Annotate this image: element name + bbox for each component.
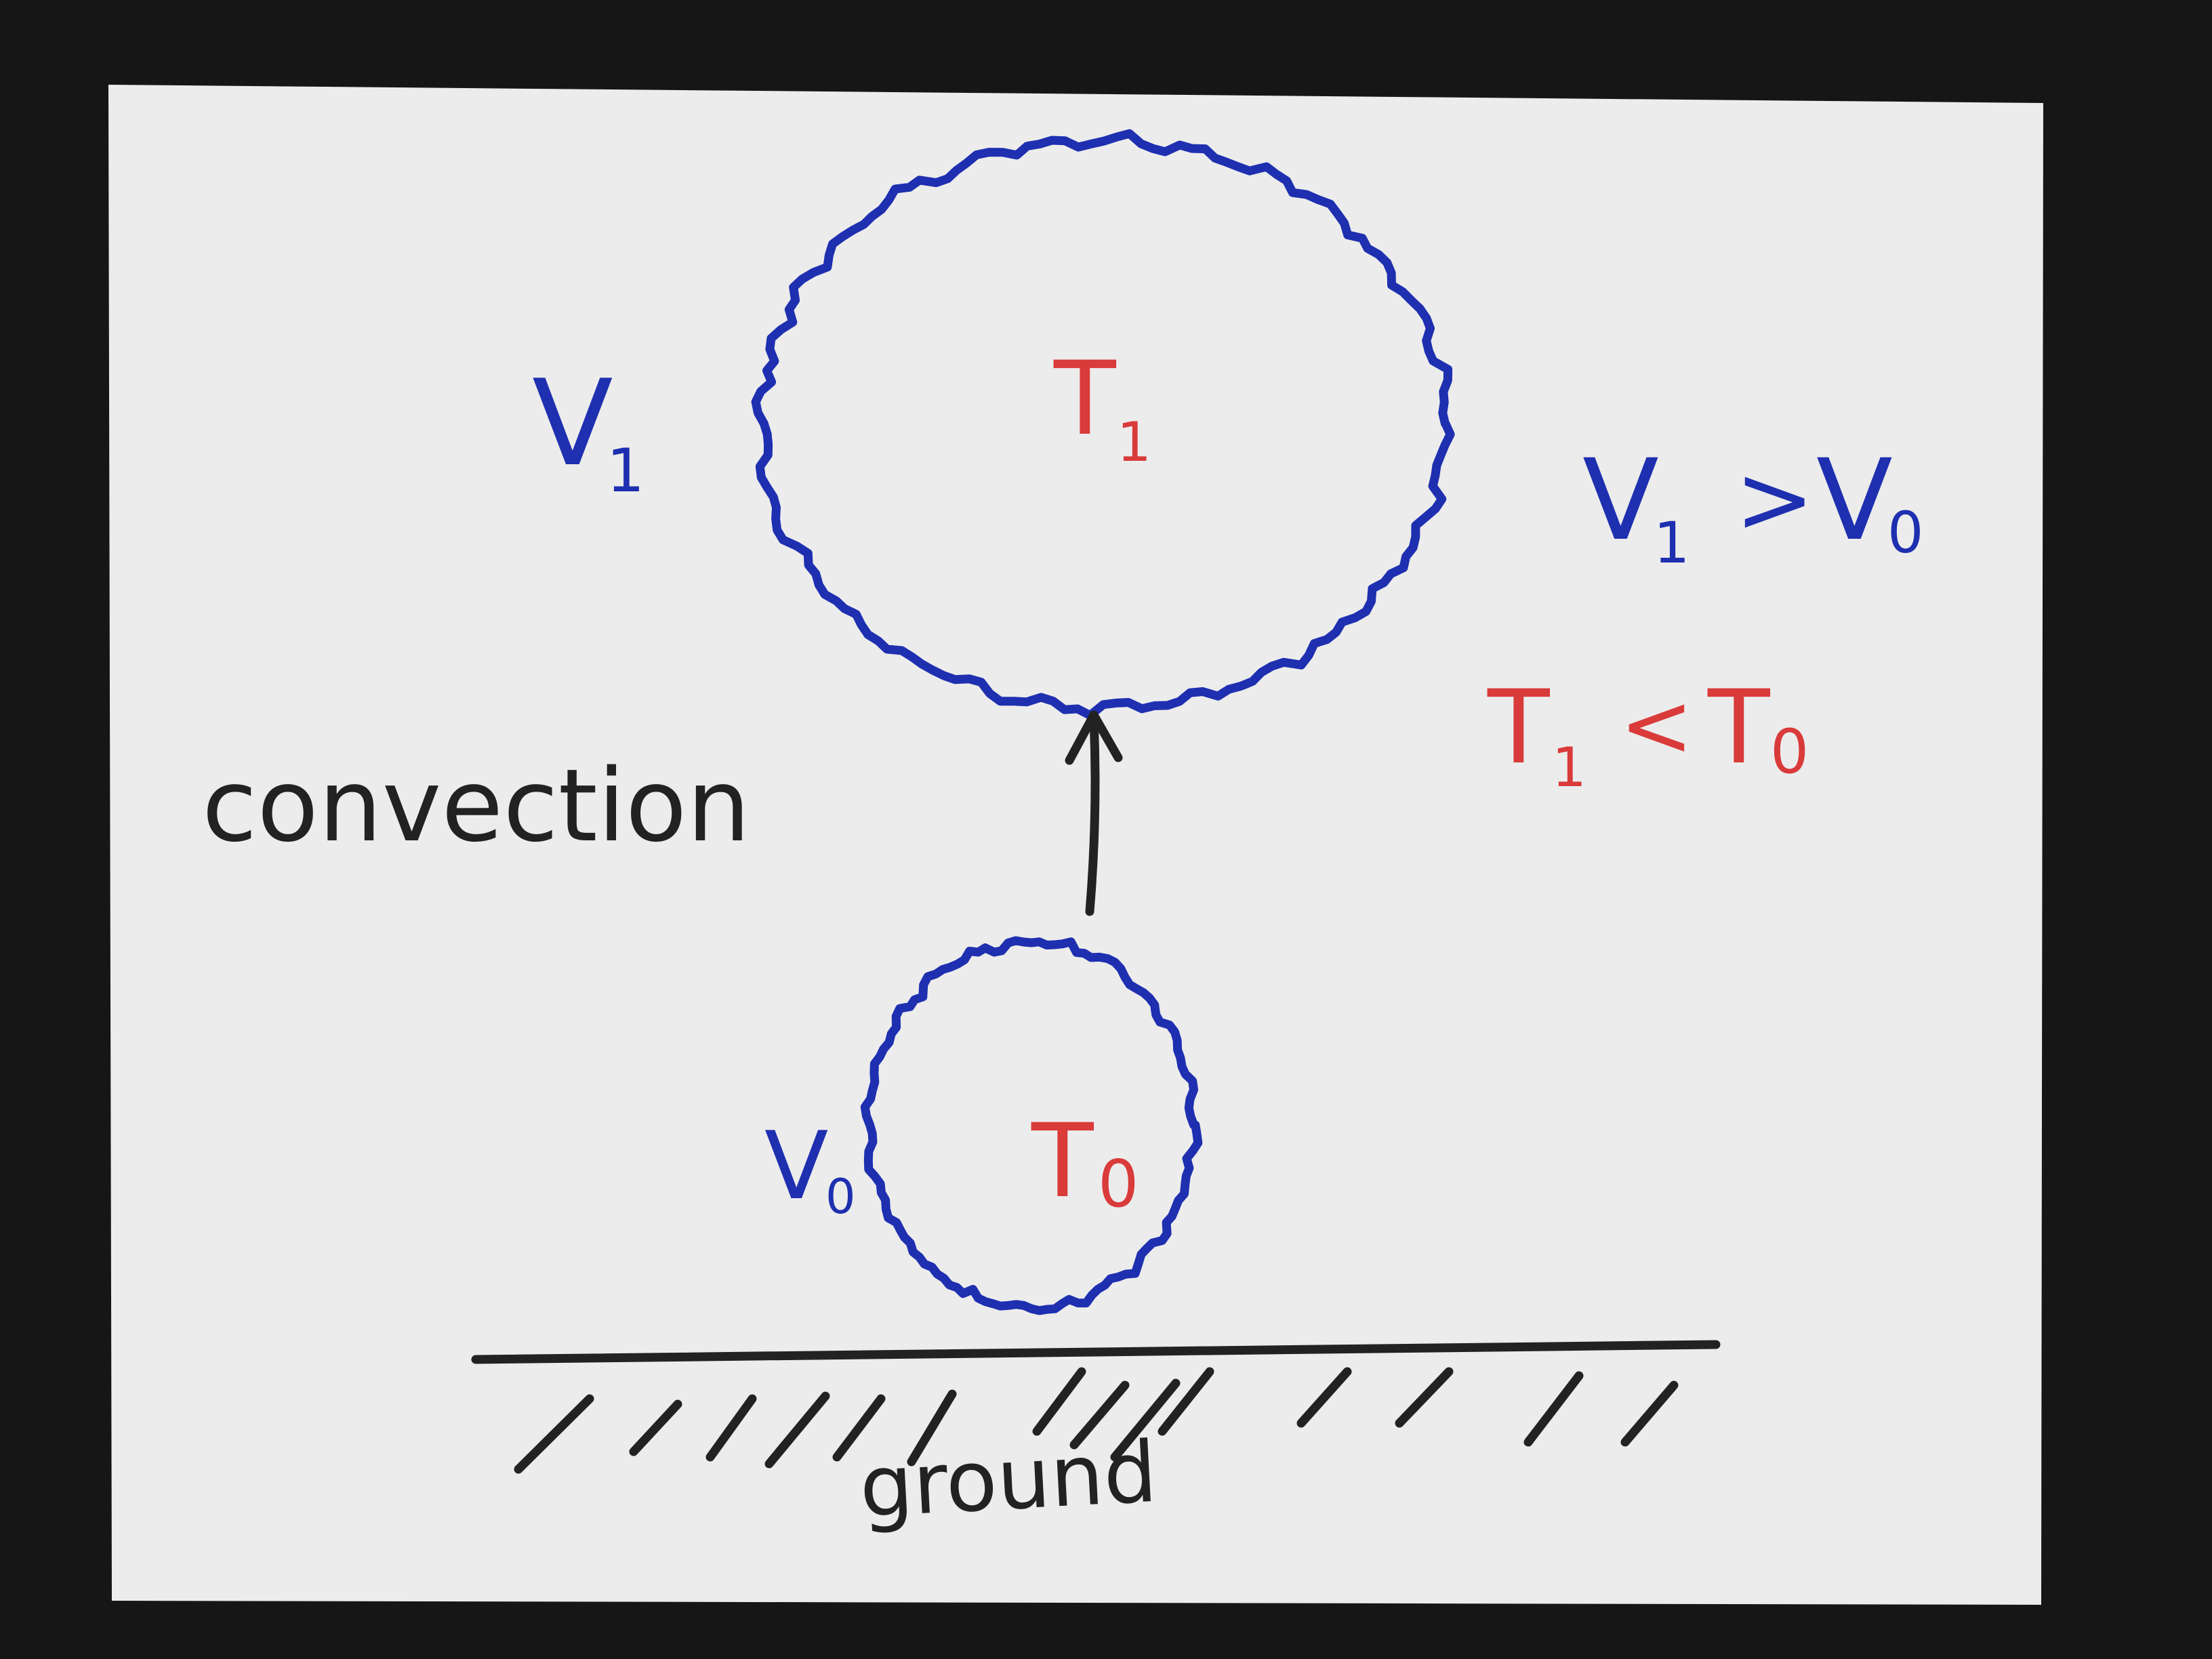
lower-temperature-label: T 0 — [1031, 1103, 1139, 1222]
upper-air-parcel — [751, 129, 1455, 720]
lower-temperature-subscript: 0 — [1098, 1147, 1139, 1222]
lower-volume-subscript: 0 — [825, 1169, 856, 1225]
upper-volume-subscript: 1 — [607, 436, 644, 506]
upward-arrow-icon — [1065, 710, 1123, 916]
lower-volume-symbol: V — [764, 1111, 828, 1221]
ground-label: ground — [857, 1424, 1160, 1537]
diagram-title: convection — [202, 747, 750, 864]
temperature-relation: T 1 < T 0 — [1487, 669, 1809, 799]
temperature-relation-right-symbol: T — [1707, 669, 1771, 787]
upper-volume-symbol: V — [532, 355, 613, 493]
volume-relation-right-symbol: V — [1816, 435, 1893, 565]
lower-volume-label: V 0 — [764, 1111, 856, 1225]
upper-volume-label: V 1 — [532, 355, 644, 506]
upper-temperature-subscript: 1 — [1117, 411, 1151, 474]
temperature-relation-left-symbol: T — [1487, 669, 1551, 787]
lower-air-parcel — [860, 936, 1203, 1315]
paper-sheet — [108, 85, 2043, 1605]
lower-temperature-symbol: T — [1031, 1103, 1094, 1221]
volume-relation-operator: > — [1735, 445, 1814, 555]
temperature-relation-right-subscript: 0 — [1770, 716, 1809, 787]
volume-relation-left-subscript: 1 — [1654, 510, 1689, 576]
temperature-relation-operator: < — [1620, 674, 1694, 777]
volume-relation: V 1 > V 0 — [1582, 435, 1923, 576]
ground-line — [471, 1340, 1721, 1364]
volume-relation-left-symbol: V — [1582, 435, 1659, 565]
volume-relation-right-subscript: 0 — [1887, 499, 1923, 566]
upper-temperature-symbol: T — [1053, 340, 1117, 458]
ground-hatching — [514, 1367, 1679, 1474]
temperature-relation-left-subscript: 1 — [1552, 736, 1586, 799]
upper-temperature-label: T 1 — [1053, 340, 1151, 474]
